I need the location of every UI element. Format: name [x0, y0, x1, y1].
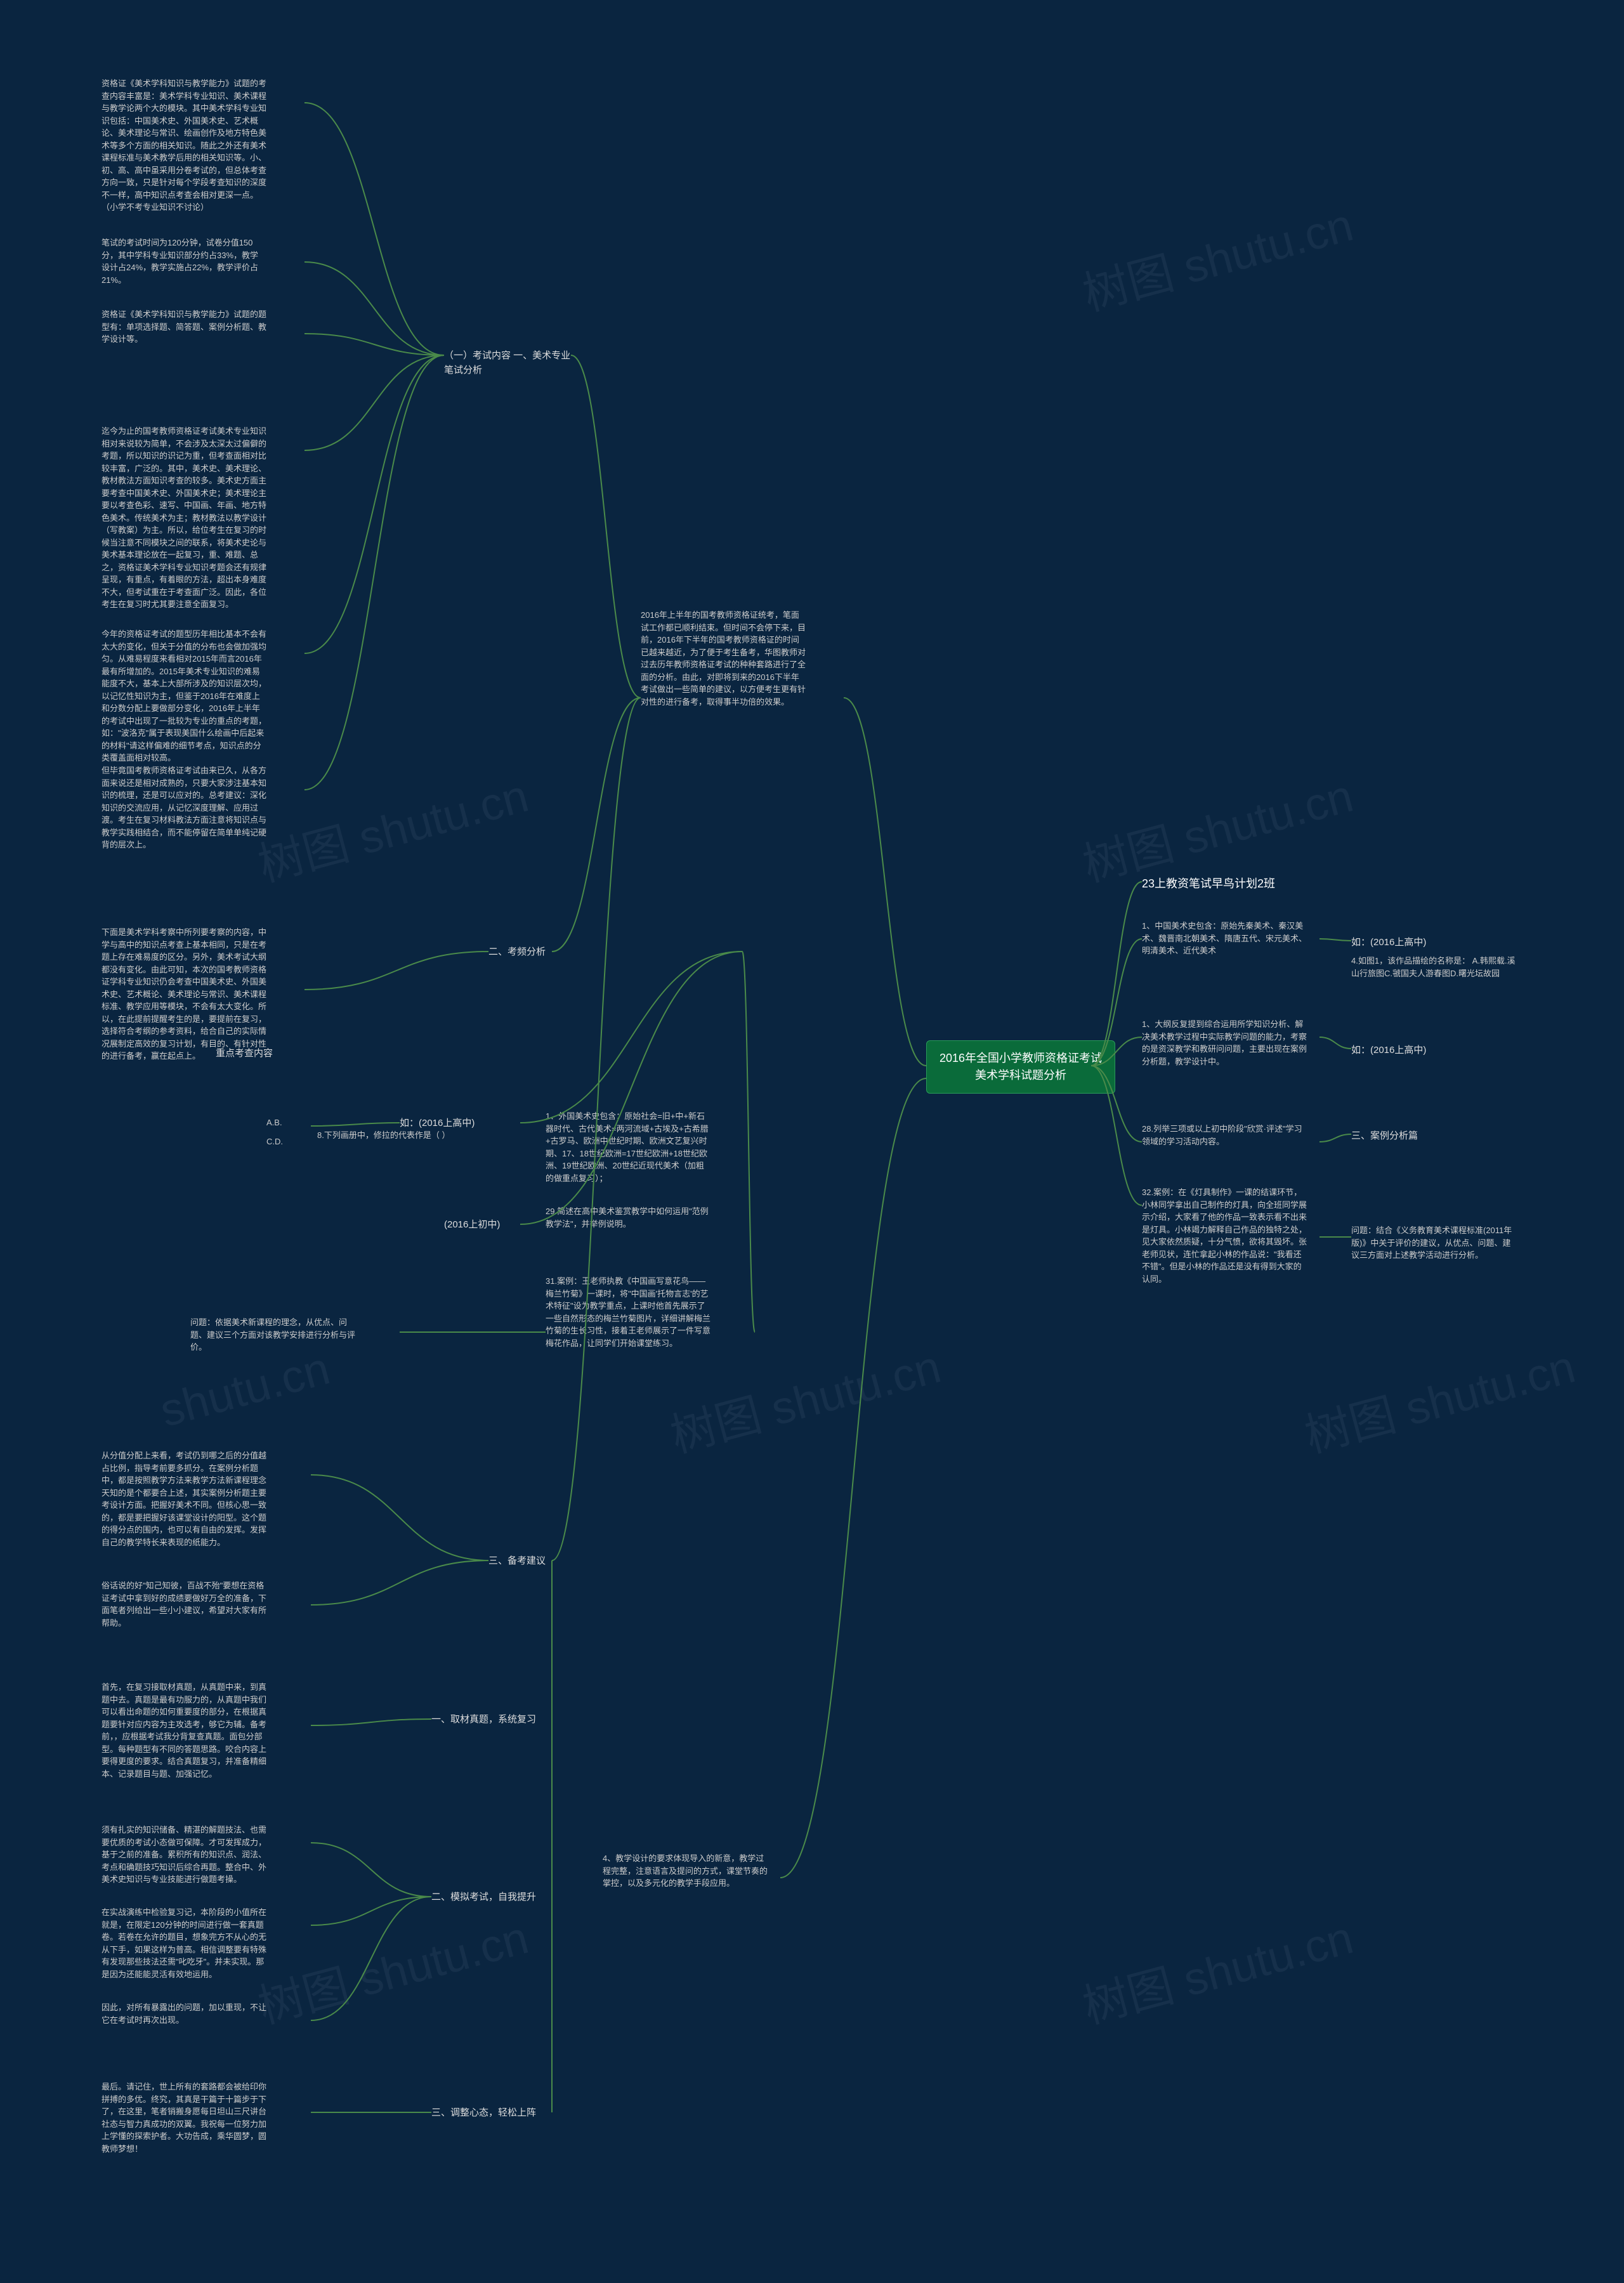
branch-b9: 三、调整心态，轻松上阵: [431, 2106, 558, 2121]
watermark-6: 树图 shutu.cn: [250, 1900, 535, 2036]
right-item-r1: 1、中国美术史包含：原始先秦美术、秦汉美术、魏晋南北朝美术、隋唐五代、宋元美术、…: [1142, 920, 1307, 957]
right-bottom: 4、教学设计的要求体现导入的新意，教学过程完整，注意语言及提问的方式，课堂节奏的…: [603, 1852, 768, 1890]
note-b3c1: 1、外国美术史包含：原始社会=旧+中+新石器时代、古代美术=两河流域+古埃及+古…: [546, 1110, 710, 1184]
note-b6c2: 俗话说的好"知己知彼，百战不殆"要想在资格证考试中拿到好的成绩要做好万全的准备，…: [102, 1580, 266, 1629]
note-b5c1: 31.案例：王老师执教《中国画写意花鸟——梅兰竹菊》一课时，将"中国画'托物言志…: [546, 1275, 710, 1349]
note-b1c5: 今年的资格证考试的题型历年相比基本不会有太大的变化，但关于分值的分布也会做加强均…: [102, 628, 266, 764]
right-sub-r1: 4.如图1，该作品描绘的名称是： A.韩熙载.溪山行旅图C.虢国夫人游春图D.曙…: [1351, 955, 1516, 979]
right-item-r3: 28.列举三项或以上初中阶段"欣赏·评述"学习领域的学习活动内容。: [1142, 1123, 1307, 1148]
right-note-r4: 问题：结合《义务教育美术课程标准(2011年版)》中关于评价的建议，从优点、问题…: [1351, 1224, 1516, 1262]
watermark-7: 树图 shutu.cn: [1075, 1900, 1359, 2036]
right-item-r4: 32.案例：在《灯具制作》一课的结课环节，小林同学拿出自己制作的灯具，向全班同学…: [1142, 1186, 1307, 1285]
branch-b8: 二、模拟考试，自我提升: [431, 1890, 558, 1905]
note-b9c1: 最后。请记住，世上所有的套路都会被给印你拼搏的多优。终究，其真是干篇于十篇步于下…: [102, 2081, 266, 2155]
right-tag-r1: 如：(2016上高中): [1351, 936, 1465, 950]
note-b8c2: 在实战演练中检验复习记，本阶段的小值所在就是，在限定120分钟的时间进行做一套真…: [102, 1906, 266, 1980]
note-b3c3: C.D.: [266, 1135, 311, 1148]
note-b1c2: 笔试的考试时间为120分钟，试卷分值150分，其中学科专业知识部分约占33%，教…: [102, 237, 266, 286]
watermark-5: 树图 shutu.cn: [1297, 1329, 1581, 1465]
note-b3c4: 8.下列画册中，修拉的代表作是（ ）: [317, 1129, 469, 1142]
note-b3c2: A.B.: [266, 1116, 311, 1129]
watermark-3: 树图 shutu.cn: [662, 1329, 947, 1465]
note-b4c1: 29.简述在高中美术鉴赏教学中如何运用"范例教学法"，并举例说明。: [546, 1205, 710, 1230]
branch-b2: 二、考频分析: [488, 945, 615, 960]
note-b1c1: 资格证《美术学科知识与教学能力》试题的考查内容丰富是：美术学科专业知识、美术课程…: [102, 77, 266, 214]
note-b7c1: 首先，在复习接取材真题，从真题中来，到真题中去。真题是最有功服力的，从真题中我们…: [102, 1681, 266, 1780]
note-b8c1: 须有扎实的知识储备、精湛的解题技法、也需要优质的考试小态做可保障。才可发挥成力，…: [102, 1824, 266, 1886]
watermark-4: shutu.cn: [155, 1342, 335, 1437]
note-b1c6: 但毕竟国考教师资格证考试由来已久，从各方面来说还是相对成熟的，只要大家涉注基本知…: [102, 764, 266, 851]
note-b5c2: 问题：依据美术新课程的理念，从优点、问题、建议三个方面对该教学安排进行分析与评价…: [190, 1316, 355, 1354]
note-b8c3: 因此，对所有暴露出的问题，加以重现，不让它在考试时再次出现。: [102, 2001, 266, 2026]
note-b1c3: 资格证《美术学科知识与教学能力》试题的题型有：单项选择题、简答题、案例分析题、教…: [102, 308, 266, 346]
branch-b1: （一）考试内容 一、美术专业笔试分析: [444, 349, 571, 377]
branch-b6: 三、备考建议: [488, 1554, 615, 1569]
summary-paragraph: 2016年上半年的国考教师资格证统考，笔面试工作都已顺利结束。但时间不会停下来，…: [641, 609, 806, 708]
right-tag-r2: 如：(2016上高中): [1351, 1043, 1465, 1058]
note-b6c1: 从分值分配上来看，考试仍到哪之后的分值越占比例，指导考前要多抓分。在案例分析题中…: [102, 1449, 266, 1548]
note-b1c4: 迄今为止的国考教师资格证考试美术专业知识相对来说较为简单，不会涉及太深太过偏僻的…: [102, 425, 266, 611]
right-title: 23上教资笔试早鸟计划2班: [1142, 875, 1275, 893]
watermark-1: 树图 shutu.cn: [250, 758, 535, 894]
watermark-2: 树图 shutu.cn: [1075, 758, 1359, 894]
note-b2c1: 下面是美术学科考察中所列要考察的内容，中学与高中的知识点考查上基本相同，只是在考…: [102, 926, 266, 1063]
branch-b7: 一、取材真题，系统复习: [431, 1713, 558, 1727]
right-item-r2: 1、大纲反复提到综合运用所学知识分析、解决美术教学过程中实际教学问题的能力，考察…: [1142, 1018, 1307, 1068]
right-tag-r3: 三、案例分析篇: [1351, 1129, 1465, 1144]
sublabel-b2c1: 重点考查内容: [216, 1047, 304, 1061]
center-node: 2016年全国小学教师资格证考试美术学科试题分析: [926, 1040, 1115, 1094]
watermark-0: 树图 shutu.cn: [1075, 187, 1359, 323]
